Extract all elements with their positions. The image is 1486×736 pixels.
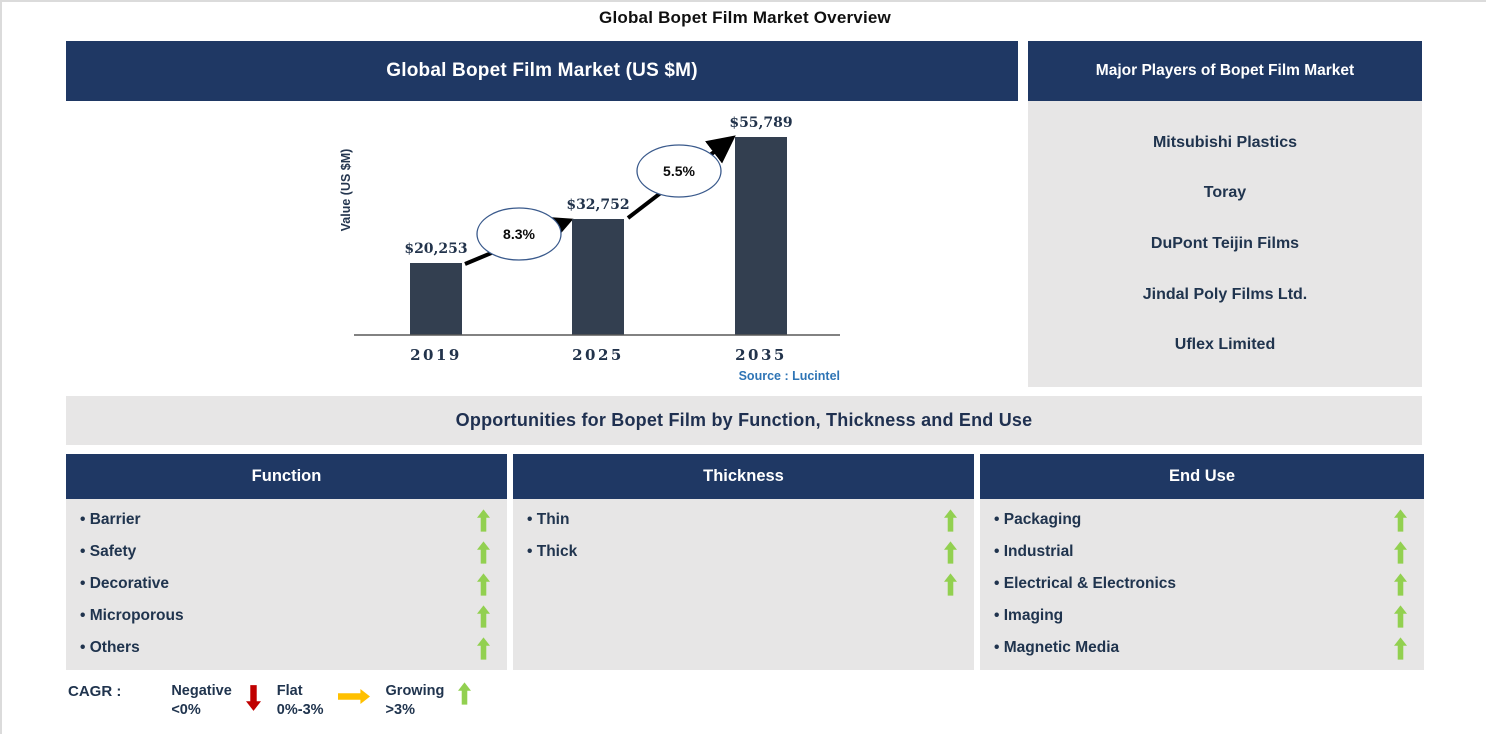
list-item: • Barrier	[66, 504, 507, 536]
list-item: • Safety	[66, 536, 507, 568]
list-item: • Thick	[513, 536, 974, 568]
list-item: • Imaging	[980, 600, 1424, 632]
legend-entry-name: Flat	[276, 683, 303, 699]
svg-text:$32,752: $32,752	[566, 197, 629, 213]
player-name: Mitsubishi Plastics	[1152, 133, 1298, 151]
up-arrow-icon	[942, 572, 958, 596]
up-arrow-icon	[1392, 604, 1408, 628]
legend-entry-label: Flat 0%-3%	[277, 682, 324, 720]
column-body-end-use: • Packaging • Industrial • Electrical & El…	[980, 499, 1424, 670]
up-arrow-icon	[475, 540, 491, 564]
list-item-label: • Safety	[80, 543, 137, 560]
players-panel: Major Players of Bopet Film Market Mitsu…	[1028, 41, 1422, 387]
list-item-label: • Magnetic Media	[994, 639, 1120, 656]
list-item-label: • Decorative	[80, 575, 169, 592]
up-arrow-icon	[475, 572, 491, 596]
up-arrow-icon	[1392, 508, 1408, 532]
list-item: • Others	[66, 632, 507, 664]
list-item: • Magnetic Media	[980, 632, 1424, 664]
player-name: Toray	[1203, 184, 1247, 202]
svg-text:2025: 2025	[572, 346, 624, 364]
up-arrow-icon	[942, 508, 958, 532]
list-item-label: • Thick	[527, 543, 578, 560]
up-arrow-icon	[475, 508, 491, 532]
svg-text:Source : Lucintel: Source : Lucintel	[739, 369, 840, 383]
list-item-label: • Thin	[527, 511, 570, 528]
right-arrow-icon	[337, 689, 370, 704]
page-title: Global Bopet Film Market Overview	[599, 8, 891, 27]
opportunities-banner: Opportunities for Bopet Film by Function…	[66, 396, 1422, 445]
list-item	[513, 568, 974, 600]
player-name: Jindal Poly Films Ltd.	[1142, 285, 1308, 303]
player-name: Uflex Limited	[1174, 336, 1276, 354]
column-header-end-use: End Use	[980, 454, 1424, 499]
up-arrow-icon	[458, 682, 472, 705]
list-item-label: • Barrier	[80, 511, 141, 528]
list-item: • Electrical & Electronics	[980, 568, 1424, 600]
opportunity-columns: Function • Barrier • Safety • Decorative • M…	[66, 454, 1424, 670]
cagr-legend: CAGR : Negative <0% Flat 0%-3% Growing >3%	[68, 682, 487, 720]
svg-text:2019: 2019	[410, 346, 462, 364]
svg-text:8.3%: 8.3%	[503, 226, 535, 242]
svg-text:2035: 2035	[735, 346, 787, 364]
column-function: Function • Barrier • Safety • Decorative • M…	[66, 454, 507, 670]
list-item-label: • Packaging	[994, 511, 1082, 528]
column-body-thickness: • Thin • Thick	[513, 499, 974, 670]
list-item: • Industrial	[980, 536, 1424, 568]
legend-entry-label: Negative <0%	[171, 682, 231, 720]
legend-entry-label: Growing >3%	[386, 682, 445, 720]
up-arrow-icon	[1392, 540, 1408, 564]
legend-entry-range: <0%	[171, 701, 201, 718]
column-end-use: End Use • Packaging • Industrial • Electric…	[980, 454, 1424, 670]
players-header: Major Players of Bopet Film Market	[1028, 41, 1422, 101]
list-item: • Packaging	[980, 504, 1424, 536]
up-arrow-icon	[475, 636, 491, 660]
player-name: DuPont Teijin Films	[1150, 234, 1300, 252]
down-arrow-icon	[245, 683, 261, 713]
column-thickness: Thickness • Thin • Thick	[513, 454, 974, 670]
up-arrow-icon	[475, 604, 491, 628]
legend-entry-flat: Flat 0%-3%	[277, 682, 386, 720]
players-list: Mitsubishi Plastics Toray DuPont Teijin Fi…	[1028, 101, 1422, 387]
list-item-label: • Imaging	[994, 607, 1064, 624]
bar-chart: Value (US $M) $20,253 2019 $32,752 2025 $55,7…	[66, 101, 1018, 392]
svg-text:5.5%: 5.5%	[663, 163, 695, 179]
legend-entry-negative: Negative <0%	[171, 682, 276, 720]
list-item-label: • Electrical & Electronics	[994, 575, 1177, 592]
list-item-label: • Microporous	[80, 607, 184, 624]
market-chart-header: Global Bopet Film Market (US $M)	[66, 41, 1018, 101]
svg-text:$20,253: $20,253	[404, 241, 467, 257]
up-arrow-icon	[1392, 636, 1408, 660]
column-header-function: Function	[66, 454, 507, 499]
column-header-thickness: Thickness	[513, 454, 974, 499]
list-item-label: • Others	[80, 639, 140, 656]
legend-title: CAGR :	[68, 683, 122, 700]
svg-text:$55,789: $55,789	[729, 115, 792, 131]
column-body-function: • Barrier • Safety • Decorative • Microporo…	[66, 499, 507, 670]
legend-entry-growing: Growing >3%	[386, 682, 488, 720]
legend-entry-range: 0%-3%	[276, 701, 324, 718]
svg-text:Value (US $M): Value (US $M)	[339, 149, 353, 232]
list-item: • Decorative	[66, 568, 507, 600]
list-item: • Thin	[513, 504, 974, 536]
legend-entry-name: Growing	[385, 683, 445, 699]
up-arrow-icon	[1392, 572, 1408, 596]
legend-entry-name: Negative	[171, 683, 232, 699]
list-item: • Microporous	[66, 600, 507, 632]
market-chart-panel: Global Bopet Film Market (US $M) Value (…	[66, 41, 1018, 392]
list-item-label: • Industrial	[994, 543, 1074, 560]
up-arrow-icon	[942, 540, 958, 564]
legend-entry-range: >3%	[385, 701, 415, 718]
